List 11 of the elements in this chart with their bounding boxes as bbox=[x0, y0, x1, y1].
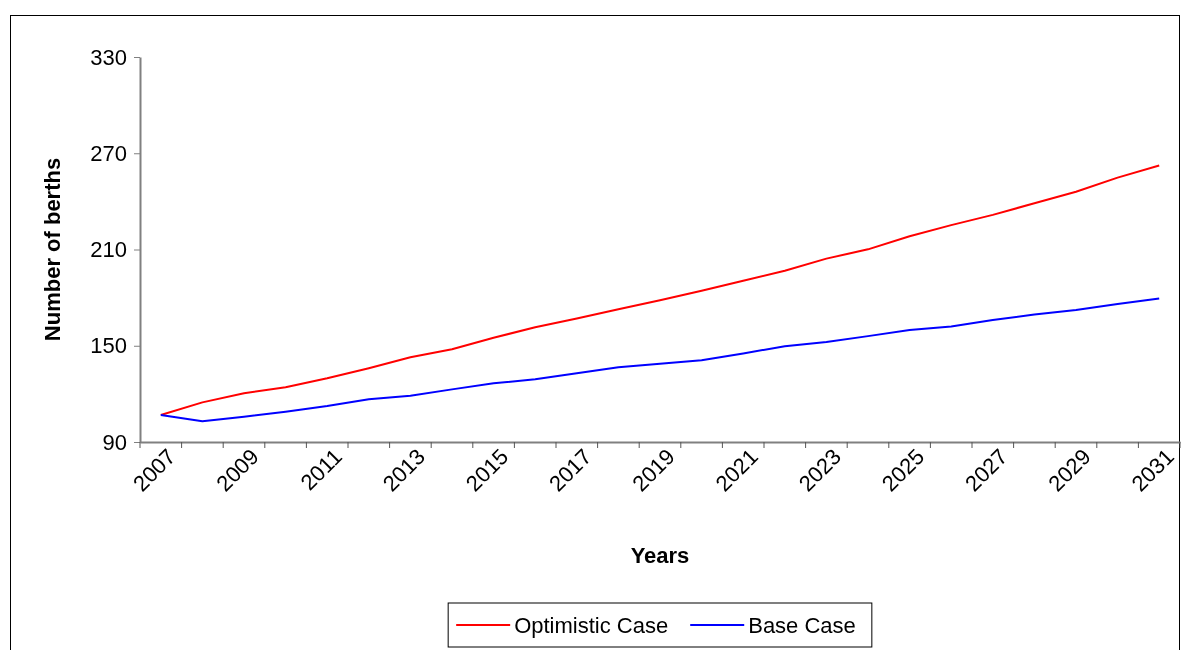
y-tick-label: 210 bbox=[90, 237, 127, 263]
line-series bbox=[159, 297, 1161, 423]
x-axis-title: Years bbox=[630, 543, 690, 568]
y-tick-label: 330 bbox=[90, 44, 127, 70]
y-axis-title: Number of berths bbox=[40, 157, 65, 342]
y-tick-label: 90 bbox=[102, 429, 127, 455]
legend-label: Base Case bbox=[748, 613, 856, 638]
y-tick-label: 270 bbox=[90, 140, 127, 166]
y-tick-label: 150 bbox=[90, 333, 127, 359]
legend-label: Optimistic Case bbox=[514, 613, 669, 638]
line-series bbox=[159, 164, 1161, 417]
